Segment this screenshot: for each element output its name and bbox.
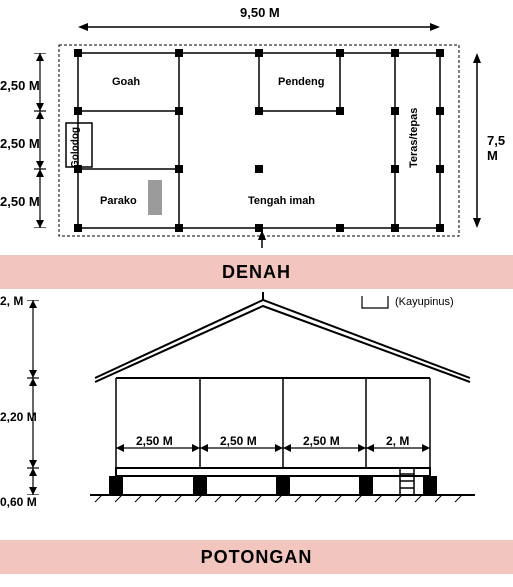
page: 9,50 M 7,5 M 2,50 M 2,50 M 2,50 M [0, 0, 513, 587]
potongan-title: POTONGAN [0, 540, 513, 574]
bay-dim-4: 2, M [386, 434, 409, 448]
bay-dim-1: 2,50 M [136, 434, 173, 448]
ground-hatch [95, 495, 462, 502]
bay-dim-3: 2,50 M [303, 434, 340, 448]
bay-dim-2: 2,50 M [220, 434, 257, 448]
ladder-icon [400, 468, 414, 495]
section-diagram [0, 0, 513, 540]
